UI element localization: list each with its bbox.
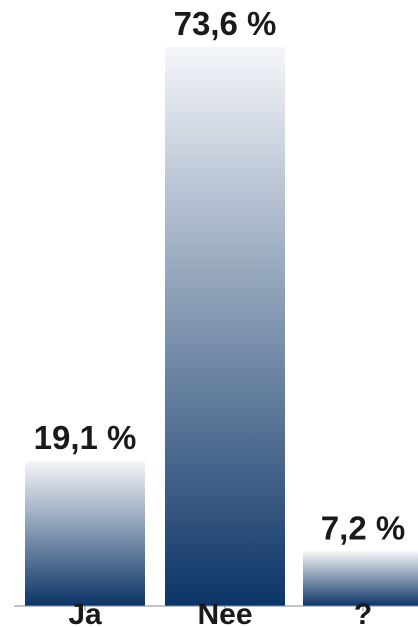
data-label-2: 7,2 % <box>321 509 405 546</box>
tick-label-2: ? <box>354 598 372 627</box>
data-label-1: 73,6 % <box>174 5 277 42</box>
bar-1 <box>165 47 285 606</box>
data-label-0: 19,1 % <box>34 419 137 456</box>
bar-0 <box>25 460 145 606</box>
tick-label-0: Ja <box>68 598 102 627</box>
tick-label-1: Nee <box>197 598 252 627</box>
bar-2 <box>303 551 418 606</box>
